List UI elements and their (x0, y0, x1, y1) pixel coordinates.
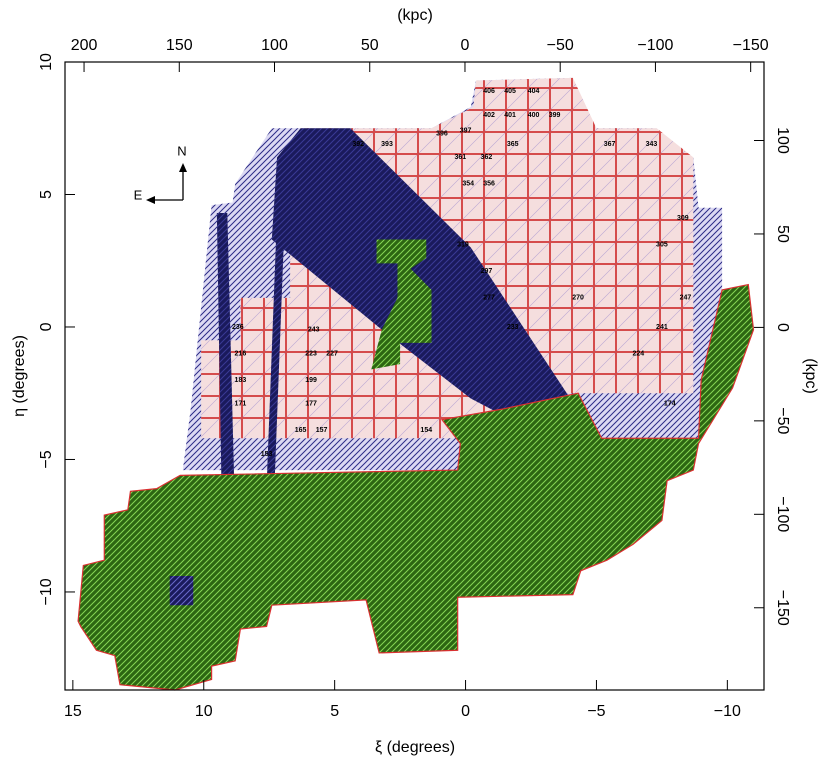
field-label: 199 (305, 377, 317, 384)
field-label: 392 (352, 141, 364, 148)
field-label: 171 (235, 401, 247, 408)
y-tick-label: −100 (774, 496, 791, 532)
field-label: 153 (261, 451, 273, 458)
y-axis-title: η (degrees) (11, 335, 28, 417)
top-axis-title: (kpc) (397, 7, 433, 24)
field-label: 233 (507, 324, 519, 331)
field-label: 177 (305, 401, 317, 408)
field-label: 154 (420, 427, 432, 434)
y-tick-label: 100 (774, 127, 791, 154)
field-label: 236 (232, 324, 244, 331)
field-label: 399 (549, 112, 561, 119)
y-tick-label: −150 (774, 590, 791, 626)
survey-region (169, 576, 194, 606)
field-label: 319 (457, 242, 469, 249)
y-tick-label: −50 (774, 407, 791, 434)
field-label: 401 (504, 112, 516, 119)
field-label: 361 (454, 154, 466, 161)
field-label: 405 (504, 88, 516, 95)
y-tick-label: 5 (38, 190, 55, 199)
top-tick-label: −50 (547, 37, 574, 54)
compass-arrowhead (179, 163, 187, 172)
survey-region (371, 239, 432, 370)
survey-region (77, 283, 755, 691)
x-tick-label: 5 (330, 703, 339, 720)
top-tick-label: 200 (71, 37, 98, 54)
field-label: 402 (483, 112, 495, 119)
field-label: 270 (572, 295, 584, 302)
field-label: 223 (305, 350, 317, 357)
y-tick-label: 10 (38, 53, 55, 71)
field-labels: 406 405 404 402 401 400 399 396 397 393 392 361 362 3… (232, 88, 691, 458)
field-label: 356 (483, 181, 495, 188)
field-label: 183 (235, 377, 247, 384)
field-label: 174 (664, 401, 676, 408)
field-label: 393 (381, 141, 393, 148)
top-tick-label: 100 (261, 37, 288, 54)
plot-frame (64, 61, 765, 691)
x-tick-label: −5 (587, 703, 605, 720)
y-tick-label: −10 (38, 578, 55, 605)
survey-region (271, 128, 592, 439)
field-label: 397 (460, 128, 472, 135)
field-label: 396 (436, 130, 448, 137)
field-label: 297 (481, 268, 493, 275)
x-tick-label: −10 (714, 703, 741, 720)
field-label: 305 (656, 242, 668, 249)
y-tick-label: −5 (38, 450, 55, 468)
compass-north: N (177, 143, 186, 158)
x-tick-label: 15 (64, 703, 82, 720)
top-tick-label: 50 (361, 37, 379, 54)
field-label: 241 (656, 324, 668, 331)
compass: N E (134, 143, 187, 204)
survey-region (216, 213, 236, 521)
field-label: 309 (677, 215, 689, 222)
field-label: 227 (326, 350, 338, 357)
compass-east: E (134, 187, 143, 202)
field-label: 216 (235, 350, 247, 357)
y-tick-label: 0 (38, 322, 55, 331)
x-tick-label: 10 (195, 703, 213, 720)
field-label: 157 (316, 427, 328, 434)
y-tick-label: 0 (774, 323, 791, 332)
top-tick-label: 150 (166, 37, 193, 54)
survey-region (263, 213, 285, 555)
top-tick-label: −100 (637, 37, 673, 54)
field-label: 165 (295, 427, 307, 434)
top-tick-label: −150 (733, 37, 769, 54)
field-label: 277 (483, 295, 495, 302)
x-tick-label: 0 (461, 703, 470, 720)
field-label: 404 (528, 88, 540, 95)
field-label: 243 (308, 326, 320, 333)
regions (77, 77, 755, 691)
top-tick-label: 0 (461, 37, 470, 54)
field-label: 365 (507, 141, 519, 148)
field-label: 406 (483, 88, 495, 95)
compass-arrowhead (146, 196, 155, 204)
field-label: 354 (462, 181, 474, 188)
x-axis-title: ξ (degrees) (375, 739, 455, 756)
field-label: 400 (528, 112, 540, 119)
field-label: 224 (632, 350, 644, 357)
field-label: 362 (481, 154, 493, 161)
right-axis-title: (kpc) (802, 358, 819, 394)
y-tick-label: 50 (774, 225, 791, 243)
field-label: 367 (604, 141, 616, 148)
field-label: 343 (646, 141, 658, 148)
field-label: 247 (680, 295, 692, 302)
